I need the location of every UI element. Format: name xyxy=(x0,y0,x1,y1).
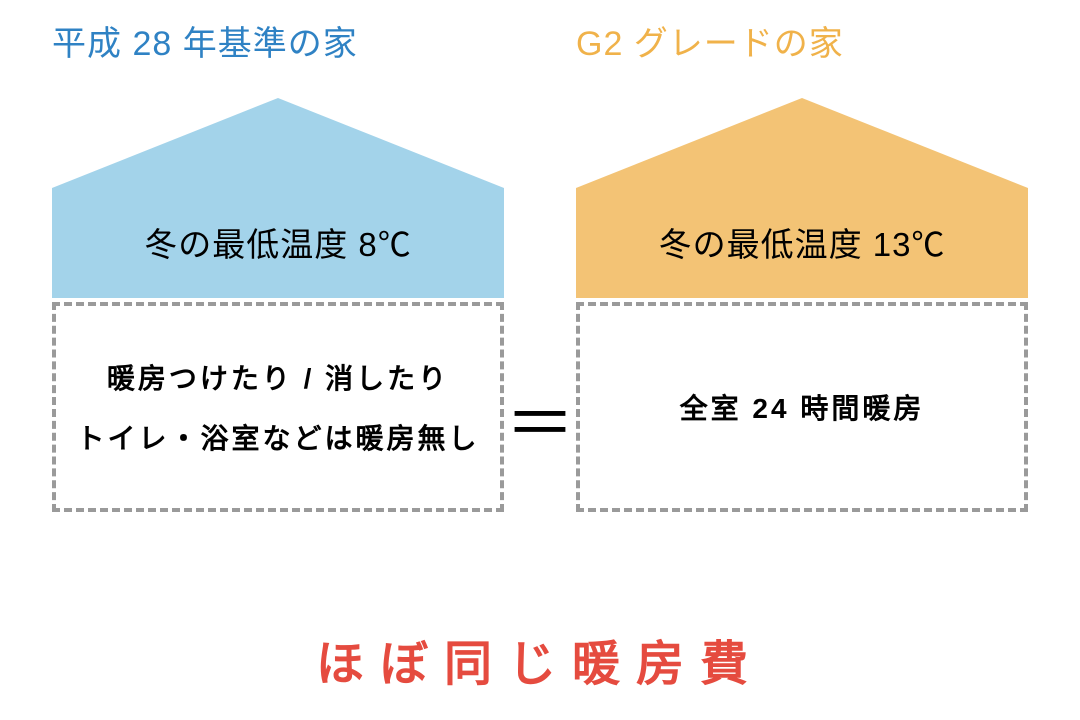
left-house-title: 平成 28 年基準の家 xyxy=(52,16,358,65)
left-house-roof: 冬の最低温度 8℃ xyxy=(52,98,504,298)
left-roof-triangle xyxy=(52,98,504,188)
right-house-roof: 冬の最低温度 13℃ xyxy=(576,98,1028,298)
left-roof-text: 冬の最低温度 8℃ xyxy=(52,218,504,266)
right-roof-text: 冬の最低温度 13℃ xyxy=(576,218,1028,266)
equals-sign: ＝ xyxy=(0,368,1080,469)
footer-caption: ほぼ同じ暖房費 xyxy=(0,624,1080,694)
right-roof-triangle xyxy=(576,98,1028,188)
infographic-canvas: 平成 28 年基準の家 G2 グレードの家 冬の最低温度 8℃ 冬の最低温度 1… xyxy=(0,0,1080,720)
right-house-title: G2 グレードの家 xyxy=(576,16,844,65)
